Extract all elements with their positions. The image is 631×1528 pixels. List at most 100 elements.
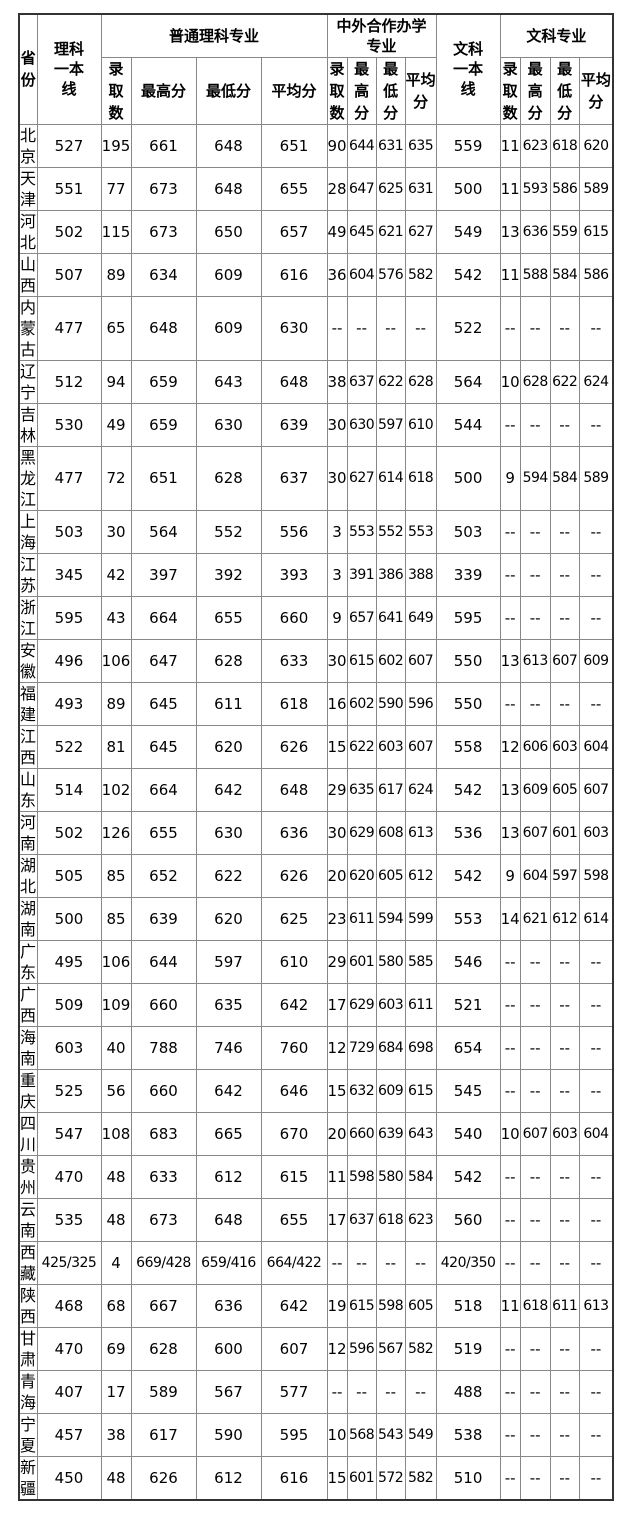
cell-arts-line: 558: [435, 724, 501, 769]
cell-science-avg: 655: [260, 166, 328, 211]
cell-arts-min: 603: [549, 1111, 580, 1156]
cell-science-min: 628: [195, 638, 262, 683]
cell-arts-line: 553: [435, 896, 501, 941]
cell-science-count: 56: [100, 1068, 132, 1113]
cell-science-max: 664: [130, 595, 197, 640]
cell-province: 重庆: [18, 1068, 38, 1113]
cell-arts-max: --: [519, 681, 551, 726]
cell-science-min: 630: [195, 402, 262, 447]
cell-arts-line: 518: [435, 1283, 501, 1328]
cell-science-min: 643: [195, 359, 262, 404]
cell-science-max: 673: [130, 166, 197, 211]
cell-science-avg: 646: [260, 1068, 328, 1113]
cell-science-count: 68: [100, 1283, 132, 1328]
cell-coop-max: 645: [346, 209, 377, 254]
cell-science-line: 507: [36, 252, 102, 297]
cell-science-min: 567: [195, 1369, 262, 1414]
table-row: 广东 495 106 644 597 610 29 601 580 585 546 -- -- -- --: [18, 939, 614, 984]
table-row: 海南 603 40 788 746 760 12 729 684 698 654 -- -- -- --: [18, 1025, 614, 1070]
cell-coop-avg: 585: [404, 939, 437, 984]
cell-arts-avg: 614: [578, 896, 614, 941]
table-row: 上海 503 30 564 552 556 3 553 552 553 503 -- -- -- --: [18, 509, 614, 554]
cell-arts-count: 13: [499, 767, 521, 812]
table-row: 河北 502 115 673 650 657 49 645 621 627 549 13 636 559 6…: [18, 209, 614, 254]
cell-arts-line: 519: [435, 1326, 501, 1371]
cell-arts-max: --: [519, 295, 551, 361]
cell-coop-count: 3: [326, 552, 348, 597]
cell-arts-min: --: [549, 509, 580, 554]
cell-science-min: 611: [195, 681, 262, 726]
cell-arts-count: --: [499, 295, 521, 361]
cell-science-count: 85: [100, 896, 132, 941]
cell-science-line: 493: [36, 681, 102, 726]
cell-arts-min: --: [549, 595, 580, 640]
cell-coop-min: --: [375, 1369, 406, 1414]
cell-province: 青海: [18, 1369, 38, 1414]
cell-science-avg: 577: [260, 1369, 328, 1414]
cell-science-avg: 618: [260, 681, 328, 726]
cell-coop-min: 594: [375, 896, 406, 941]
cell-coop-max: 620: [346, 853, 377, 898]
cell-arts-min: --: [549, 1154, 580, 1199]
cell-arts-line: 488: [435, 1369, 501, 1414]
cell-science-max: 669/428: [130, 1240, 197, 1285]
cell-arts-min: --: [549, 982, 580, 1027]
cell-province: 四川: [18, 1111, 38, 1156]
cell-science-avg: 633: [260, 638, 328, 683]
cell-science-line: 509: [36, 982, 102, 1027]
cell-arts-count: --: [499, 1025, 521, 1070]
cell-arts-avg: 604: [578, 724, 614, 769]
cell-arts-min: --: [549, 402, 580, 447]
cell-science-max: 659: [130, 402, 197, 447]
cell-coop-max: 601: [346, 939, 377, 984]
cell-arts-min: --: [549, 1025, 580, 1070]
cell-science-min: 609: [195, 252, 262, 297]
cell-province: 海南: [18, 1025, 38, 1070]
cell-arts-avg: --: [578, 1025, 614, 1070]
cell-science-line: 547: [36, 1111, 102, 1156]
cell-science-line: 535: [36, 1197, 102, 1242]
cell-science-line: 345: [36, 552, 102, 597]
cell-coop-count: --: [326, 1240, 348, 1285]
cell-science-max: 673: [130, 1197, 197, 1242]
cell-science-count: 48: [100, 1197, 132, 1242]
table-row: 河南 502 126 655 630 636 30 629 608 613 536 13 607 601 6…: [18, 810, 614, 855]
cell-coop-avg: --: [404, 295, 437, 361]
cell-arts-min: --: [549, 1326, 580, 1371]
cell-coop-avg: 635: [404, 123, 437, 168]
cell-arts-avg: --: [578, 552, 614, 597]
cell-coop-avg: 611: [404, 982, 437, 1027]
cell-arts-min: --: [549, 1455, 580, 1500]
cell-arts-avg: --: [578, 1240, 614, 1285]
cell-science-avg: 595: [260, 1412, 328, 1457]
cell-coop-max: 602: [346, 681, 377, 726]
cell-coop-avg: --: [404, 1240, 437, 1285]
table-row: 广西 509 109 660 635 642 17 629 603 611 521 -- -- -- --: [18, 982, 614, 1027]
table-row: 重庆 525 56 660 642 646 15 632 609 615 545 -- -- -- --: [18, 1068, 614, 1113]
table-body: 北京 527 195 661 648 651 90 644 631 635 559 11 623 618 6…: [18, 123, 614, 1500]
cell-science-min: 659/416: [195, 1240, 262, 1285]
cell-arts-min: --: [549, 552, 580, 597]
cell-science-min: 630: [195, 810, 262, 855]
cell-science-max: 645: [130, 724, 197, 769]
cell-coop-count: 38: [326, 359, 348, 404]
cell-arts-line: 544: [435, 402, 501, 447]
cell-arts-max: 588: [519, 252, 551, 297]
cell-arts-count: --: [499, 1412, 521, 1457]
cell-science-max: 648: [130, 295, 197, 361]
cell-arts-count: --: [499, 982, 521, 1027]
cell-arts-line: 595: [435, 595, 501, 640]
header-arts-line: 文科一本线: [435, 13, 501, 125]
cell-coop-max: 637: [346, 1197, 377, 1242]
cell-arts-max: --: [519, 1154, 551, 1199]
cell-coop-min: 386: [375, 552, 406, 597]
cell-province: 山西: [18, 252, 38, 297]
cell-coop-count: 30: [326, 810, 348, 855]
header-arts-avg: 平均分: [578, 56, 614, 125]
cell-coop-avg: 582: [404, 1455, 437, 1500]
cell-science-count: 48: [100, 1455, 132, 1500]
cell-province: 辽宁: [18, 359, 38, 404]
cell-science-avg: 657: [260, 209, 328, 254]
cell-coop-count: 20: [326, 853, 348, 898]
cell-science-avg: 670: [260, 1111, 328, 1156]
